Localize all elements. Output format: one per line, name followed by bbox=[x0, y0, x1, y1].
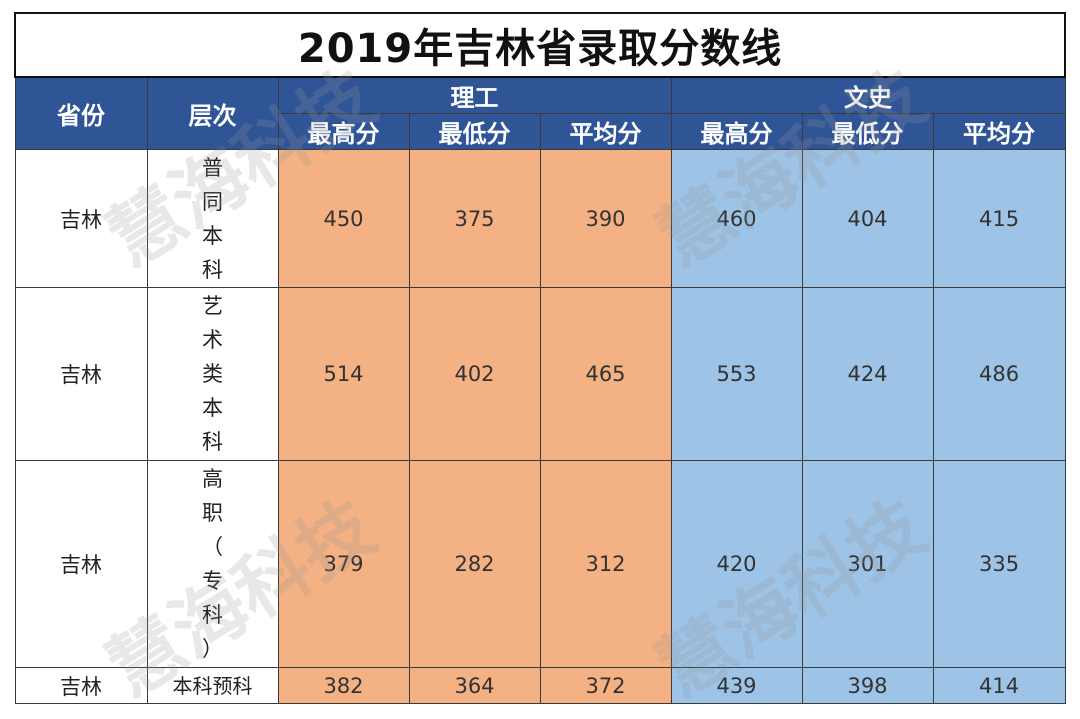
cell-arts-min: 301 bbox=[801, 460, 934, 668]
cell-arts-min: 404 bbox=[801, 149, 934, 288]
header-group-science: 理工 bbox=[277, 76, 672, 114]
cell-arts-min: 424 bbox=[801, 287, 934, 461]
header-science-min: 最低分 bbox=[408, 113, 541, 150]
cell-science-avg: 312 bbox=[539, 460, 672, 668]
cell-province: 吉林 bbox=[14, 287, 148, 461]
cell-level: 普同本科 bbox=[146, 149, 279, 288]
header-arts-max: 最高分 bbox=[670, 113, 803, 150]
score-table: 2019年吉林省录取分数线 省份 层次 理工 文史 最高分 最低分 平均分 最高… bbox=[13, 12, 1067, 704]
cell-arts-max: 460 bbox=[670, 149, 803, 288]
cell-science-min: 282 bbox=[408, 460, 541, 668]
header-science-max: 最高分 bbox=[277, 113, 410, 150]
table-row: 吉林 艺术类本科 514 402 465 553 424 486 bbox=[14, 287, 1066, 461]
header-arts-avg: 平均分 bbox=[932, 113, 1066, 150]
cell-arts-max: 553 bbox=[670, 287, 803, 461]
cell-arts-min: 398 bbox=[801, 667, 934, 704]
header-arts-min: 最低分 bbox=[801, 113, 934, 150]
cell-science-avg: 465 bbox=[539, 287, 672, 461]
page-title: 2019年吉林省录取分数线 bbox=[13, 12, 1067, 78]
cell-science-max: 514 bbox=[277, 287, 410, 461]
cell-science-min: 402 bbox=[408, 287, 541, 461]
cell-science-min: 375 bbox=[408, 149, 541, 288]
cell-province: 吉林 bbox=[14, 460, 148, 668]
cell-science-max: 379 bbox=[277, 460, 410, 668]
table-row: 吉林 高职（专科） 379 282 312 420 301 335 bbox=[14, 460, 1066, 668]
cell-arts-avg: 415 bbox=[932, 149, 1066, 288]
cell-science-avg: 390 bbox=[539, 149, 672, 288]
cell-arts-max: 420 bbox=[670, 460, 803, 668]
cell-science-avg: 372 bbox=[539, 667, 672, 704]
cell-level: 艺术类本科 bbox=[146, 287, 279, 461]
cell-arts-avg: 414 bbox=[932, 667, 1066, 704]
cell-science-min: 364 bbox=[408, 667, 541, 704]
cell-level: 本科预科 bbox=[146, 667, 279, 704]
cell-province: 吉林 bbox=[14, 149, 148, 288]
header-province: 省份 bbox=[14, 76, 148, 150]
cell-arts-avg: 486 bbox=[932, 287, 1066, 461]
table-row: 吉林 本科预科 382 364 372 439 398 414 bbox=[14, 667, 1066, 704]
cell-level: 高职（专科） bbox=[146, 460, 279, 668]
header-science-avg: 平均分 bbox=[539, 113, 672, 150]
header-level: 层次 bbox=[146, 76, 279, 150]
cell-arts-avg: 335 bbox=[932, 460, 1066, 668]
cell-province: 吉林 bbox=[14, 667, 148, 704]
cell-arts-max: 439 bbox=[670, 667, 803, 704]
table-row: 吉林 普同本科 450 375 390 460 404 415 bbox=[14, 149, 1066, 288]
cell-science-max: 382 bbox=[277, 667, 410, 704]
cell-science-max: 450 bbox=[277, 149, 410, 288]
header-group-arts: 文史 bbox=[670, 76, 1066, 114]
